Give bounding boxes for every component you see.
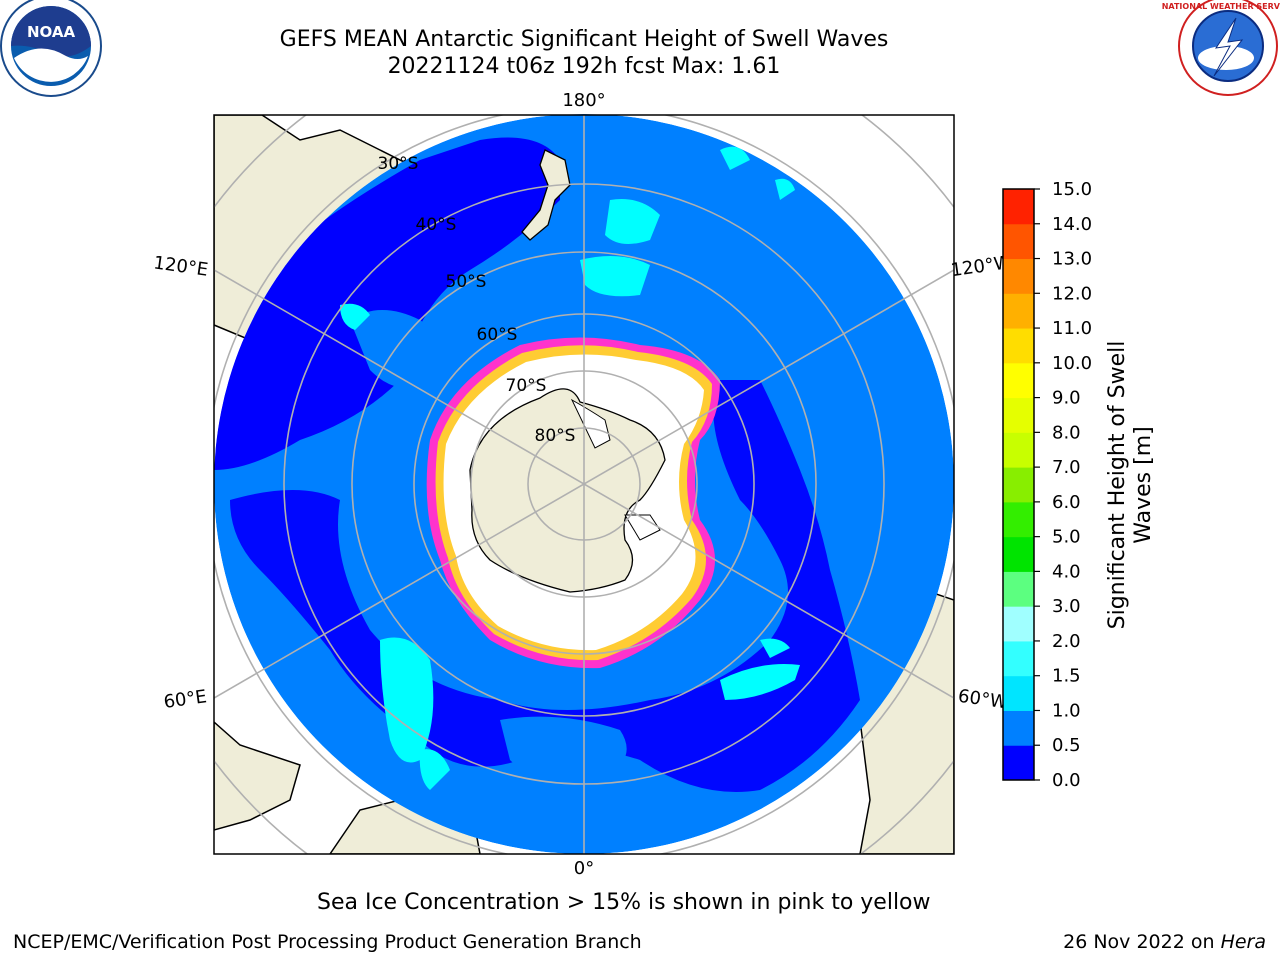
colorbar-frame <box>1002 188 1035 781</box>
meridian-label-60e: 60°E <box>162 686 208 713</box>
colorbar-swatch <box>1003 536 1034 572</box>
colorbar-tick-label: 5.0 <box>1052 527 1081 548</box>
colorbar-tick-label: 0.0 <box>1052 770 1081 791</box>
colorbar-swatch <box>1003 571 1034 607</box>
cyan-patch-8 <box>720 664 800 700</box>
graticule <box>214 115 954 854</box>
colorbar-tick-label: 8.0 <box>1052 422 1081 443</box>
land-new-zealand <box>521 149 571 241</box>
colorbar-tick-label: 1.0 <box>1052 700 1081 721</box>
ronne-ice-shelf <box>624 514 661 541</box>
colorbar-swatch <box>1003 467 1034 503</box>
mid-swell-patch-1 <box>350 310 438 388</box>
cyan-patch-2 <box>775 178 795 200</box>
colorbar-swatch <box>1003 640 1034 677</box>
colorbar-tick-label: 1.5 <box>1052 666 1081 687</box>
colorbar-label-line-1: Significant Height of Swell <box>1105 341 1130 630</box>
footer-machine: Hera <box>1220 931 1266 953</box>
lat-label-30s: 30°S <box>378 154 419 174</box>
lat-label-60s: 60°S <box>477 325 518 345</box>
meridian-label-60w: 60°W <box>957 686 1009 714</box>
colorbar-tick-label: 14.0 <box>1052 214 1092 235</box>
ross-ice-shelf <box>570 398 611 449</box>
meridian-label-120e: 120°E <box>152 252 209 280</box>
cyan-patch-6 <box>380 637 434 763</box>
colorbar-label-line-2: Waves [m] <box>1131 426 1156 543</box>
land-antarctica <box>469 388 666 593</box>
cyan-patch-3 <box>605 199 660 244</box>
colorbar-swatch <box>1003 293 1034 329</box>
cyan-patch-1 <box>720 146 750 170</box>
chart-title: GEFS MEAN Antarctic Significant Height o… <box>279 27 889 52</box>
colorbar-tick-label: 3.0 <box>1052 596 1081 617</box>
colorbar-swatch <box>1003 710 1034 746</box>
lat-label-40s: 40°S <box>416 215 457 235</box>
colorbar: 0.0 0.5 1.0 1.5 2.0 3.0 4.0 5.0 6.0 7.0 8.0 9.0 10.0… <box>1002 179 1092 791</box>
colorbar-tick-label: 9.0 <box>1052 388 1081 409</box>
colorbar-tick-label: 11.0 <box>1052 318 1092 339</box>
meridian-label-180: 180° <box>562 90 605 111</box>
lat-label-70s: 70°S <box>506 376 547 396</box>
footer-date-text: 26 Nov 2022 on <box>1063 931 1221 953</box>
colorbar-tick-label: 6.0 <box>1052 492 1081 513</box>
colorbar-swatch <box>1003 223 1034 260</box>
colorbar-swatch <box>1003 258 1034 294</box>
land-madagascar <box>214 720 301 831</box>
colorbar-swatch <box>1003 189 1034 225</box>
sea-ice-note: Sea Ice Concentration > 15% is shown in … <box>317 890 931 915</box>
colorbar-tick-label: 15.0 <box>1052 179 1092 200</box>
colorbar-swatch <box>1003 362 1034 399</box>
noaa-logo: NOAA <box>0 0 102 97</box>
cyan-patch-9 <box>760 638 790 658</box>
colorbar-swatch <box>1003 328 1034 364</box>
colorbar-swatch <box>1003 606 1034 642</box>
map-frame <box>213 114 955 855</box>
noaa-logo-label: NOAA <box>27 23 76 41</box>
meridian-label-0: 0° <box>574 858 594 879</box>
nws-logo-text: NATIONAL WEATHER SERVICE <box>1162 2 1280 11</box>
colorbar-tick-label: 13.0 <box>1052 249 1092 270</box>
cyan-patch-4 <box>580 256 650 297</box>
footer-credit: NCEP/EMC/Verification Post Processing Pr… <box>13 931 642 953</box>
lat-label-50s: 50°S <box>446 272 487 292</box>
colorbar-tick-label: 12.0 <box>1052 283 1092 304</box>
colorbar-tick-label: 2.0 <box>1052 631 1081 652</box>
footer-date: 26 Nov 2022 on Hera <box>1063 931 1266 953</box>
colorbar-tick-label: 4.0 <box>1052 561 1081 582</box>
mid-swell-patch-2 <box>500 716 627 783</box>
colorbar-swatch <box>1003 675 1034 711</box>
colorbar-swatch <box>1003 501 1034 538</box>
colorbar-tick-label: 10.0 <box>1052 353 1092 374</box>
colorbar-swatch <box>1003 745 1034 781</box>
nws-logo: NATIONAL WEATHER SERVICE <box>1162 0 1280 96</box>
colorbar-swatch <box>1003 397 1034 433</box>
colorbar-tick-label: 7.0 <box>1052 457 1081 478</box>
colorbar-swatch <box>1003 432 1034 468</box>
lat-label-80s: 80°S <box>535 426 576 446</box>
cyan-patch-7 <box>419 749 450 790</box>
cyan-patch-5 <box>340 303 370 330</box>
chart-subtitle: 20221124 t06z 192h fcst Max: 1.61 <box>387 54 781 79</box>
colorbar-tick-label: 0.5 <box>1052 735 1081 756</box>
